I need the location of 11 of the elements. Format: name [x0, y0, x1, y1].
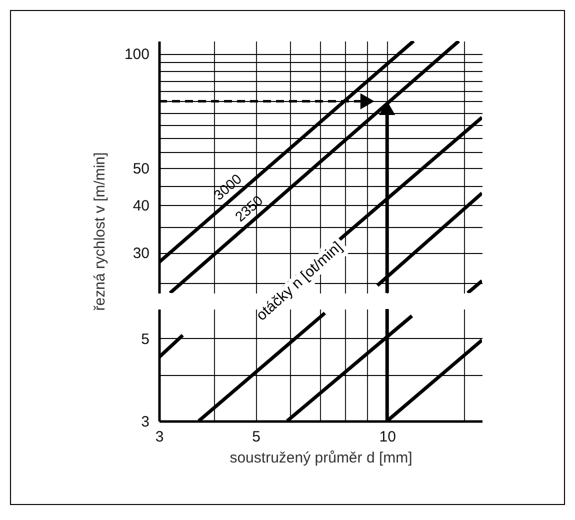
- x-tick-label: 10: [379, 428, 396, 446]
- y-tick-label: 3: [141, 414, 150, 430]
- y-tick-label: 5: [141, 330, 150, 348]
- x-tick-label: 5: [252, 428, 260, 446]
- y-tick-label: 30: [132, 245, 150, 262]
- y-tick-label: 50: [132, 160, 150, 178]
- y-axis-title: řezná rychlost v [m/min]: [92, 152, 108, 311]
- y-tick-label: 40: [132, 198, 150, 215]
- y-tick-label: 100: [124, 46, 150, 64]
- x-tick-label: 3: [155, 428, 164, 446]
- x-axis-title: soustružený průměr d [mm]: [230, 450, 412, 466]
